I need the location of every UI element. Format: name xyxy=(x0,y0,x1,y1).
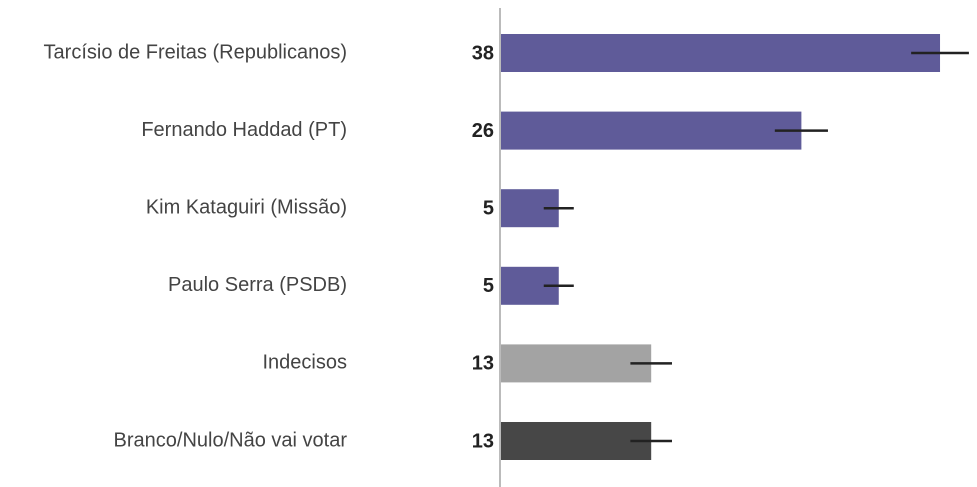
category-label: Branco/Nulo/Não vai votar xyxy=(114,429,348,451)
value-label: 13 xyxy=(472,353,494,375)
value-label: 5 xyxy=(483,197,494,219)
value-label: 13 xyxy=(472,430,494,452)
category-label: Paulo Serra (PSDB) xyxy=(168,274,347,296)
value-label: 26 xyxy=(472,120,494,142)
value-label: 38 xyxy=(472,42,494,64)
bar xyxy=(501,422,652,460)
category-label: Fernando Haddad (PT) xyxy=(141,119,347,141)
bar xyxy=(501,111,802,150)
value-label: 5 xyxy=(483,275,494,297)
category-label: Tarcísio de Freitas (Republicanos) xyxy=(44,41,347,63)
category-label: Kim Kataguiri (Missão) xyxy=(146,196,347,218)
category-label: Indecisos xyxy=(263,352,348,374)
bar xyxy=(501,344,652,383)
bar xyxy=(501,34,941,72)
